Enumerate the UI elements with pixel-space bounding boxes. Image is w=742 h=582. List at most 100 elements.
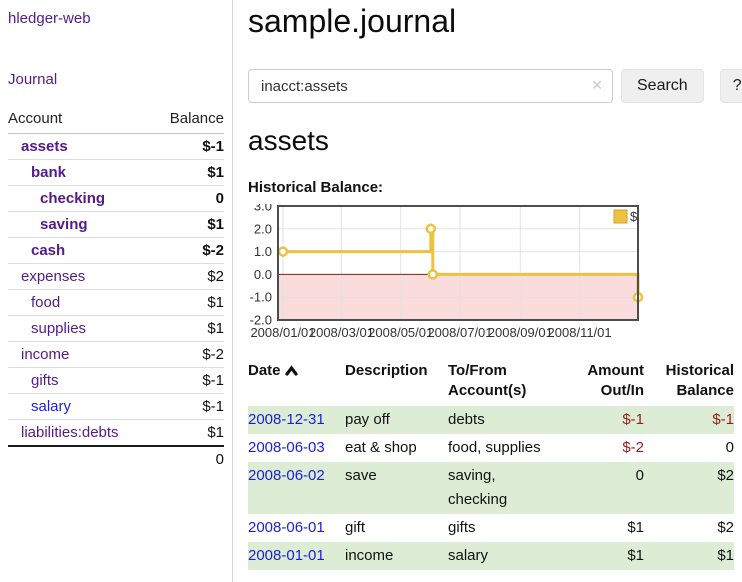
account-balance: $1 <box>152 159 224 186</box>
account-link[interactable]: cash <box>31 242 66 259</box>
account-row: assets $-1 <box>8 134 224 160</box>
accounts-header-row: Account Balance <box>8 107 224 134</box>
accounts-total-value: 0 <box>152 445 224 472</box>
account-link[interactable]: liabilities:debts <box>21 424 119 441</box>
sidebar-item-journal[interactable]: Journal <box>8 71 58 88</box>
x-axis-tick-label: 2008/03/01 <box>309 325 374 340</box>
register-table: Date Description To/From Account(s) Amou… <box>248 361 734 571</box>
register-col-amount: Amount Out/In <box>587 362 644 400</box>
page-title: sample.journal <box>248 3 457 39</box>
transaction-date-link[interactable]: 2008-01-01 <box>248 547 325 565</box>
chart-frame <box>277 205 639 322</box>
register-row: 2008-06-01 gift gifts $1 $2 <box>248 514 734 542</box>
account-balance: $-2 <box>152 237 224 264</box>
account-link[interactable]: expenses <box>21 268 86 285</box>
register-row: 2008-06-02 save saving, checking 0 $2 <box>248 462 734 515</box>
account-balance: $1 <box>152 289 224 316</box>
y-axis-tick-label: -1.0 <box>250 290 272 305</box>
transaction-balance: $2 <box>717 519 734 537</box>
account-link[interactable]: checking <box>40 190 106 207</box>
brand-link[interactable]: hledger-web <box>8 10 91 27</box>
register-row: 2008-06-03 eat & shop food, supplies $-2 0 <box>248 434 734 462</box>
account-balance: $1 <box>152 315 224 342</box>
account-heading: assets <box>248 125 329 157</box>
account-link[interactable]: salary <box>31 398 72 415</box>
account-balance: $1 <box>152 211 224 238</box>
balance-column-header: Balance <box>152 107 224 134</box>
transaction-accounts: salary <box>448 542 564 571</box>
sort-ascending-icon <box>284 365 298 376</box>
transaction-amount: $-2 <box>622 439 644 457</box>
account-link[interactable]: bank <box>31 164 67 181</box>
search-box: ✕ <box>248 69 613 104</box>
transaction-amount: $-1 <box>564 406 644 435</box>
transaction-description: eat & shop <box>345 439 417 457</box>
account-row: salary $-1 <box>8 393 224 420</box>
transaction-date-link[interactable]: 2008-06-01 <box>248 519 325 537</box>
account-row: income $-2 <box>8 341 224 368</box>
account-balance: $-1 <box>152 367 224 394</box>
account-column-header: Account <box>8 107 153 134</box>
account-row: bank $1 <box>8 159 224 186</box>
transaction-description: income <box>345 542 448 571</box>
transaction-description: gift <box>345 519 366 537</box>
account-balance: $-2 <box>152 341 224 368</box>
search-input[interactable] <box>248 69 613 104</box>
transaction-date-link[interactable]: 2008-06-02 <box>248 467 325 485</box>
x-axis-tick-label: 2008/07/01 <box>427 325 492 340</box>
clear-search-icon[interactable]: ✕ <box>591 77 603 94</box>
account-link[interactable]: supplies <box>31 320 87 337</box>
balance-chart-svg: $3.0 2.0 1.0 0.0 -1.0 -2.02008/01/012008/03/0… <box>250 199 644 340</box>
transaction-amount: $1 <box>564 542 644 571</box>
transaction-balance: $-1 <box>644 406 734 435</box>
sidebar: hledger-web Journal Account Balance asse… <box>0 0 233 582</box>
account-balance: $-1 <box>152 393 224 420</box>
transaction-accounts: food, supplies <box>448 439 541 457</box>
search-button[interactable]: Search <box>621 69 704 104</box>
account-link[interactable]: income <box>21 346 70 363</box>
x-axis-tick-label: 2008/05/01 <box>368 325 433 340</box>
transaction-accounts: debts <box>448 406 564 435</box>
account-balance: $1 <box>152 419 224 446</box>
transaction-balance: 0 <box>725 439 734 457</box>
x-axis-tick-label: 2008/01/01 <box>250 325 315 340</box>
register-col-balance: Historical Balance <box>665 362 734 400</box>
transaction-balance: $1 <box>644 542 734 571</box>
accounts-total-row: 0 <box>8 445 224 472</box>
chart-title: Historical Balance: <box>248 179 384 197</box>
transaction-amount: $1 <box>627 519 644 537</box>
transaction-date-link[interactable]: 2008-06-03 <box>248 439 325 457</box>
account-link[interactable]: gifts <box>31 372 59 389</box>
account-row: liabilities:debts $1 <box>8 419 224 446</box>
register-row: 2008-12-31 pay off debts $-1 $-1 <box>248 406 734 435</box>
data-point-marker <box>425 223 437 235</box>
register-col-description: Description <box>345 362 428 380</box>
transaction-date-link[interactable]: 2008-12-31 <box>248 411 325 429</box>
account-link[interactable]: food <box>31 294 61 311</box>
x-axis-tick-label: 2008/11/01 <box>548 325 612 340</box>
y-axis-tick-label: -2.0 <box>250 313 272 328</box>
account-balance: 0 <box>152 185 224 212</box>
legend-label: $ <box>630 209 638 224</box>
account-row: cash $-2 <box>8 237 224 264</box>
account-balance: $2 <box>152 263 224 290</box>
main-content: sample.journal ✕ Search ? assets Histori… <box>233 0 742 582</box>
account-row: supplies $1 <box>8 315 224 342</box>
historical-balance-chart[interactable]: $3.0 2.0 1.0 0.0 -1.0 -2.0 2008/01/01 2008/03/0… <box>248 199 742 344</box>
y-axis-tick-label: 1.0 <box>254 244 272 259</box>
account-row: expenses $2 <box>8 263 224 290</box>
help-button[interactable]: ? <box>719 69 742 104</box>
account-link[interactable]: assets <box>21 138 68 155</box>
accounts-table: Account Balance assets $-1 bank $1 checking 0… <box>8 107 224 472</box>
x-axis-tick-label: 2008/09/01 <box>488 325 553 340</box>
register-row: 2008-01-01 income salary $1 $1 <box>248 542 734 571</box>
data-point-marker <box>427 269 439 280</box>
y-axis-tick-label: 2.0 <box>254 221 272 236</box>
register-col-date[interactable]: Date <box>248 361 345 406</box>
transaction-description: save <box>345 462 448 515</box>
transaction-balance: $2 <box>644 462 734 515</box>
register-col-accounts: To/From Account(s) <box>448 362 527 400</box>
account-link[interactable]: saving <box>40 216 88 233</box>
account-row: saving $1 <box>8 211 224 238</box>
